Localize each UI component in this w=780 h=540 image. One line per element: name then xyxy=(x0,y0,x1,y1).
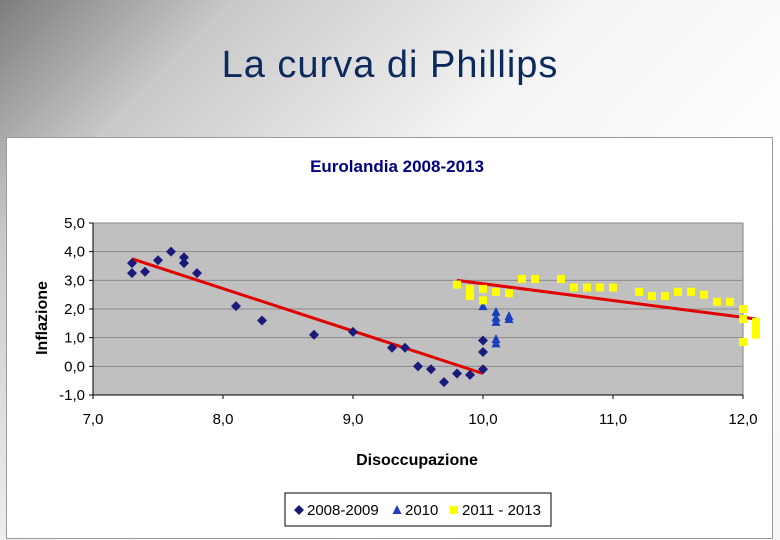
legend-marker-2 xyxy=(392,505,402,514)
data-point xyxy=(752,325,760,334)
data-point xyxy=(752,330,760,339)
data-point xyxy=(570,283,578,292)
data-point xyxy=(491,316,501,326)
data-point xyxy=(400,342,410,353)
trend-2008-2009 xyxy=(131,257,484,375)
data-point xyxy=(739,305,747,313)
data-point xyxy=(479,296,487,305)
slide-title: La curva di Phillips xyxy=(221,44,559,86)
series-1 xyxy=(127,246,488,388)
data-point xyxy=(453,280,461,289)
x-tick-label: 8,0 xyxy=(213,411,234,428)
data-point xyxy=(557,274,565,283)
data-point xyxy=(192,268,202,279)
data-point xyxy=(752,317,760,326)
x-tick-label: 9,0 xyxy=(343,411,364,428)
chart-panel: Eurolandia 2008-2013 -1,0 0,0 1,0 2,0 3,0 4,0… xyxy=(6,137,773,539)
trend-2011-2013 xyxy=(456,278,757,321)
data-point xyxy=(478,364,488,375)
data-point xyxy=(609,283,617,292)
x-tick-label: 12,0 xyxy=(728,411,757,428)
data-point xyxy=(478,335,488,346)
data-point xyxy=(583,283,591,292)
y-tick-label: 0,0 xyxy=(64,358,85,375)
data-point xyxy=(505,289,513,298)
data-point xyxy=(426,364,436,375)
data-point xyxy=(127,268,137,279)
data-point xyxy=(465,369,475,380)
data-point xyxy=(466,292,474,301)
data-point xyxy=(739,315,747,324)
data-point xyxy=(739,337,747,346)
data-point xyxy=(413,361,423,372)
data-point xyxy=(491,338,501,348)
data-point xyxy=(153,255,163,266)
data-point xyxy=(127,258,137,269)
data-points xyxy=(127,246,760,388)
data-point xyxy=(309,329,319,340)
chart-svg: Eurolandia 2008-2013 -1,0 0,0 1,0 2,0 3,0 4,0… xyxy=(34,157,760,527)
y-axis-title: Inflazione xyxy=(34,281,51,355)
data-point xyxy=(231,301,241,312)
legend-marker-1 xyxy=(294,505,304,515)
data-point xyxy=(700,290,708,299)
series-3 xyxy=(453,274,760,346)
data-point xyxy=(518,274,526,283)
y-tick-label: 4,0 xyxy=(64,244,85,261)
data-point xyxy=(257,315,267,326)
legend-label-2: 2010 xyxy=(405,502,438,519)
data-point xyxy=(713,297,721,306)
data-point xyxy=(492,287,500,296)
data-point xyxy=(726,297,734,306)
data-point xyxy=(479,284,487,293)
y-tick-label: 1,0 xyxy=(64,330,85,347)
data-point xyxy=(687,287,695,296)
data-point xyxy=(140,266,150,277)
data-point xyxy=(596,283,604,292)
x-tick-label: 7,0 xyxy=(83,411,104,428)
chart-legend: 2008-2009 2010 2011 - 2013 xyxy=(284,492,552,527)
x-tick-label: 10,0 xyxy=(468,411,497,428)
legend-label-3: 2011 - 2013 xyxy=(462,502,541,519)
data-point xyxy=(348,326,358,337)
data-point xyxy=(439,377,449,388)
series-2 xyxy=(478,301,514,348)
data-point xyxy=(179,252,189,263)
legend-box xyxy=(284,492,552,527)
y-tick-label: 5,0 xyxy=(64,215,85,232)
data-point xyxy=(478,301,488,311)
legend-label-1: 2008-2009 xyxy=(307,502,379,519)
data-point xyxy=(674,287,682,296)
legend-marker-3 xyxy=(450,506,458,514)
y-tick-label: 3,0 xyxy=(64,272,85,289)
x-axis-title: Disoccupazione xyxy=(356,452,478,469)
data-point xyxy=(504,314,514,324)
data-point xyxy=(491,306,501,316)
axes: -1,0 0,0 1,0 2,0 3,0 4,0 5,0 7,0 8,0 9,0 10,0 11,0 1… xyxy=(59,215,757,428)
data-point xyxy=(635,287,643,296)
data-point xyxy=(661,292,669,301)
x-tick-label: 11,0 xyxy=(599,411,627,428)
y-tick-label: -1,0 xyxy=(59,387,85,404)
data-point xyxy=(387,342,397,353)
data-point xyxy=(179,258,189,269)
data-point xyxy=(452,368,462,379)
data-point xyxy=(166,246,176,257)
trendlines xyxy=(131,257,757,375)
data-point xyxy=(466,284,474,293)
y-tick-label: 2,0 xyxy=(64,301,85,318)
data-point xyxy=(648,292,656,301)
data-point xyxy=(531,274,539,283)
data-point xyxy=(478,347,488,357)
chart-title: Eurolandia 2008-2013 xyxy=(310,157,484,176)
